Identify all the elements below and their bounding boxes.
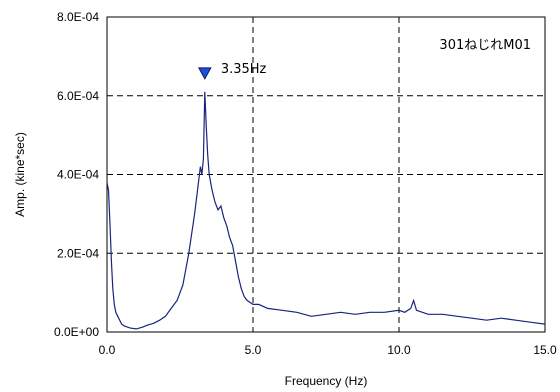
y-tick-label: 8.0E-04 [57, 10, 99, 24]
peak-marker-icon [197, 67, 212, 80]
y-tick-labels: 0.0E+00 2.0E-04 4.0E-04 6.0E-04 8.0E-04 [54, 10, 99, 339]
x-tick-label: 10.0 [387, 343, 411, 357]
y-tick-label: 2.0E-04 [57, 246, 99, 260]
y-axis-label: Amp. (kine*sec) [13, 132, 27, 217]
x-axis-label: Frequency (Hz) [285, 374, 368, 388]
y-tick-label: 4.0E-04 [57, 168, 99, 182]
grid-lines [107, 17, 545, 332]
peak-label: 3.35Hz [221, 62, 267, 77]
y-tick-label: 0.0E+00 [54, 325, 99, 339]
x-tick-label: 5.0 [245, 343, 262, 357]
spectrum-line [106, 91, 546, 330]
x-tick-label: 0.0 [99, 343, 116, 357]
x-tick-labels: 0.0 5.0 10.0 15.0 [99, 343, 557, 357]
plot-frame [106, 16, 546, 333]
y-tick-label: 6.0E-04 [57, 89, 99, 103]
chart-annotation: 301ねじれM01 [439, 38, 531, 53]
x-tick-label: 15.0 [533, 343, 557, 357]
